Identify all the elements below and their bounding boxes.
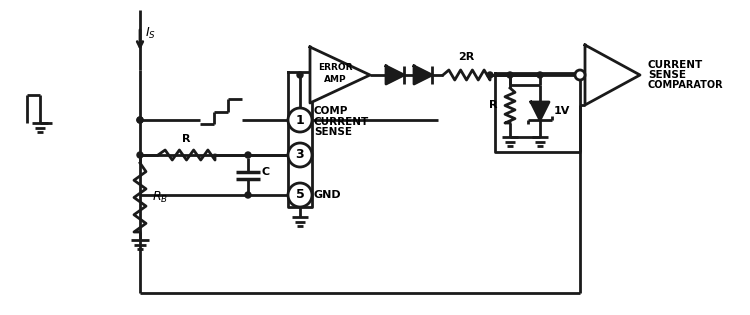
Circle shape bbox=[137, 117, 143, 123]
Text: 5: 5 bbox=[296, 188, 304, 202]
Circle shape bbox=[507, 72, 513, 78]
Circle shape bbox=[575, 70, 585, 80]
Circle shape bbox=[245, 152, 251, 158]
Circle shape bbox=[288, 183, 312, 207]
Text: C: C bbox=[262, 167, 270, 177]
Polygon shape bbox=[531, 102, 549, 120]
Text: GND: GND bbox=[314, 190, 341, 200]
Text: 3: 3 bbox=[296, 148, 304, 162]
Text: $R_B$: $R_B$ bbox=[152, 190, 168, 205]
Polygon shape bbox=[585, 45, 640, 105]
Circle shape bbox=[288, 143, 312, 167]
Polygon shape bbox=[310, 47, 370, 103]
Text: SENSE: SENSE bbox=[314, 127, 352, 137]
Polygon shape bbox=[386, 66, 404, 84]
Text: CURRENT: CURRENT bbox=[314, 117, 369, 127]
Text: AMP: AMP bbox=[324, 76, 346, 84]
Circle shape bbox=[245, 192, 251, 198]
Text: ERROR: ERROR bbox=[318, 64, 352, 72]
Text: SENSE: SENSE bbox=[648, 70, 686, 80]
Text: 1: 1 bbox=[296, 113, 304, 127]
Text: $I_S$: $I_S$ bbox=[145, 26, 156, 41]
Circle shape bbox=[487, 72, 493, 78]
Text: CURRENT: CURRENT bbox=[648, 60, 704, 70]
Text: 1V: 1V bbox=[554, 106, 570, 116]
Circle shape bbox=[288, 108, 312, 132]
Text: COMP: COMP bbox=[314, 106, 348, 116]
Text: R: R bbox=[490, 100, 498, 110]
Circle shape bbox=[137, 152, 143, 158]
Polygon shape bbox=[414, 66, 432, 84]
Circle shape bbox=[537, 72, 543, 78]
Circle shape bbox=[297, 72, 303, 78]
Text: COMPARATOR: COMPARATOR bbox=[648, 80, 724, 90]
Circle shape bbox=[137, 117, 143, 123]
Text: 2R: 2R bbox=[458, 52, 475, 62]
Text: R: R bbox=[182, 134, 190, 144]
